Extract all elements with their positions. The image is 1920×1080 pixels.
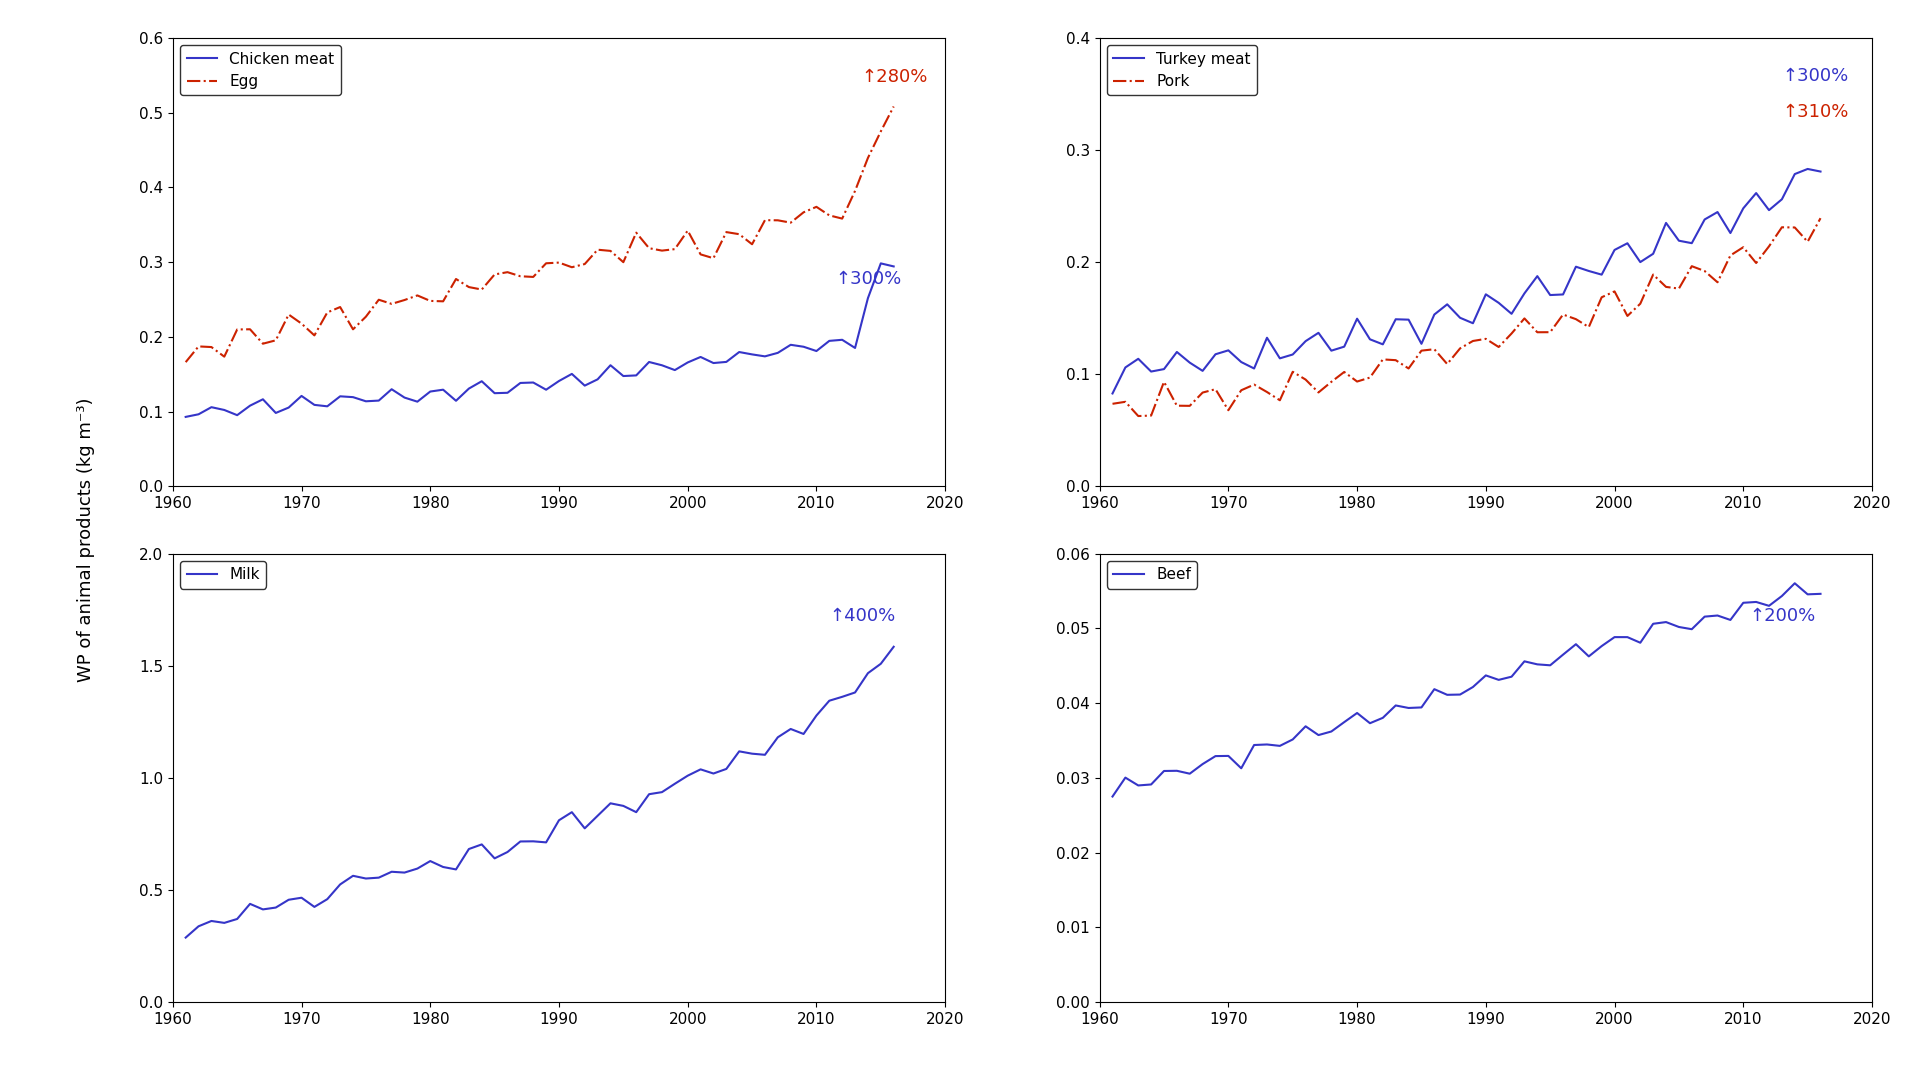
Milk [175,931,198,944]
Pork [1127,409,1150,422]
Text: ↑300%: ↑300% [835,270,902,288]
Text: ↑280%: ↑280% [862,68,927,86]
Turkey meat [1809,165,1832,178]
Chicken meat [432,383,455,396]
Milk [612,799,636,812]
Chicken meat [714,355,737,368]
Turkey meat [1642,247,1665,260]
Beef [1809,588,1832,600]
Pork [1578,321,1601,334]
Pork [1551,308,1574,321]
Turkey meat [1500,308,1523,321]
Line: Beef: Beef [1112,583,1820,797]
Chicken meat [637,355,660,368]
Turkey meat [1359,333,1382,346]
Pork [1371,353,1394,366]
Pork [1513,312,1536,325]
Legend: Chicken meat, Egg: Chicken meat, Egg [180,45,340,95]
Egg [637,242,660,255]
Legend: Milk: Milk [180,562,267,589]
Text: ↑300%: ↑300% [1782,67,1849,85]
Pork [1655,281,1678,294]
Beef [1114,771,1137,784]
Pork [1114,395,1137,408]
Milk [637,787,660,800]
Chicken meat [175,410,198,423]
Beef [1538,659,1561,672]
Chicken meat [574,379,597,392]
Legend: Beef: Beef [1108,562,1198,589]
Text: ↑200%: ↑200% [1749,607,1816,624]
Egg [574,257,597,270]
Chicken meat [881,260,904,273]
Legend: Turkey meat, Pork: Turkey meat, Pork [1108,45,1258,95]
Line: Chicken meat: Chicken meat [186,264,893,417]
Chicken meat [870,257,893,270]
Beef [1784,577,1807,590]
Line: Pork: Pork [1112,218,1820,416]
Chicken meat [612,369,636,382]
Turkey meat [1114,361,1137,374]
Turkey meat [1100,387,1123,400]
Turkey meat [1538,288,1561,301]
Milk [186,920,209,933]
Chicken meat [186,408,209,421]
Beef [1359,717,1382,730]
Egg [175,355,198,368]
Beef [1565,637,1588,650]
Egg [881,100,904,113]
Text: WP of animal products (kg m⁻³): WP of animal products (kg m⁻³) [77,397,96,683]
Egg [612,256,636,269]
Egg [432,295,455,308]
Milk [432,861,455,874]
Pork [1100,397,1123,410]
Turkey meat [1795,162,1818,175]
Text: ↑400%: ↑400% [829,607,895,625]
Beef [1500,671,1523,684]
Milk [574,822,597,835]
Text: ↑310%: ↑310% [1782,103,1849,121]
Milk [714,762,737,775]
Egg [714,226,737,239]
Egg [186,340,209,353]
Beef [1100,791,1123,804]
Pork [1809,212,1832,225]
Beef [1642,618,1665,631]
Turkey meat [1565,260,1588,273]
Milk [881,640,904,653]
Line: Turkey meat: Turkey meat [1112,168,1820,393]
Line: Egg: Egg [186,107,893,362]
Line: Milk: Milk [186,647,893,937]
